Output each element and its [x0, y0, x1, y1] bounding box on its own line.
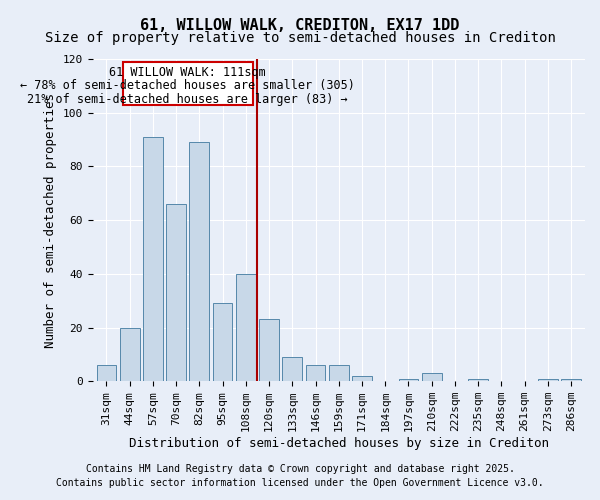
Bar	[468, 378, 488, 381]
Y-axis label: Number of semi-detached properties: Number of semi-detached properties	[44, 92, 57, 348]
Bar	[236, 274, 256, 381]
Bar	[166, 204, 186, 381]
Bar	[213, 304, 232, 381]
Bar	[259, 320, 279, 381]
Bar	[538, 378, 558, 381]
Text: 61, WILLOW WALK, CREDITON, EX17 1DD: 61, WILLOW WALK, CREDITON, EX17 1DD	[140, 18, 460, 32]
Bar	[97, 365, 116, 381]
Bar	[561, 378, 581, 381]
Text: Size of property relative to semi-detached houses in Crediton: Size of property relative to semi-detach…	[44, 31, 556, 45]
Bar	[398, 378, 418, 381]
Bar	[305, 365, 325, 381]
FancyBboxPatch shape	[123, 62, 253, 104]
Text: 61 WILLOW WALK: 111sqm: 61 WILLOW WALK: 111sqm	[109, 66, 266, 78]
Bar	[143, 137, 163, 381]
Bar	[120, 328, 140, 381]
Bar	[422, 373, 442, 381]
Bar	[352, 376, 372, 381]
X-axis label: Distribution of semi-detached houses by size in Crediton: Distribution of semi-detached houses by …	[129, 437, 549, 450]
Text: Contains HM Land Registry data © Crown copyright and database right 2025.
Contai: Contains HM Land Registry data © Crown c…	[56, 464, 544, 487]
Bar	[190, 142, 209, 381]
Bar	[329, 365, 349, 381]
Text: ← 78% of semi-detached houses are smaller (305): ← 78% of semi-detached houses are smalle…	[20, 79, 355, 92]
Text: 21% of semi-detached houses are larger (83) →: 21% of semi-detached houses are larger (…	[28, 92, 348, 106]
Bar	[283, 357, 302, 381]
